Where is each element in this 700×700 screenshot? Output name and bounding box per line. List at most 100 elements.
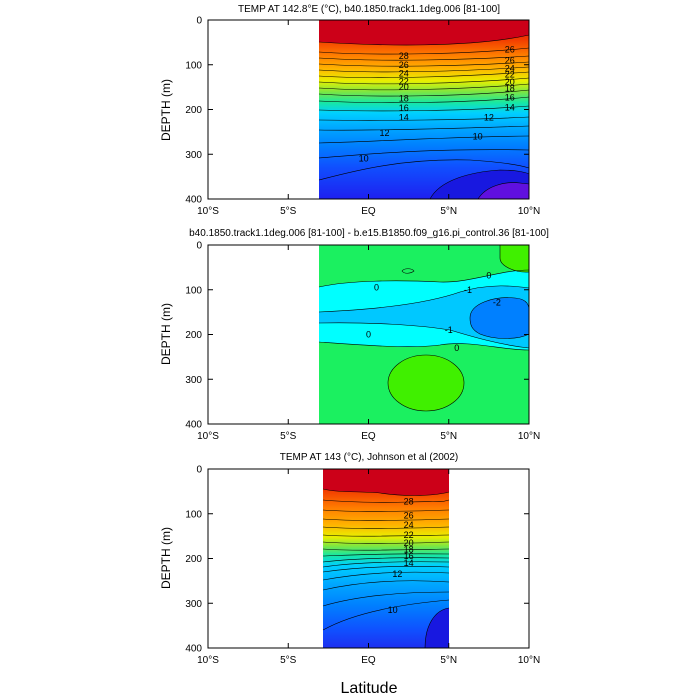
- y-tick-label: 0: [196, 16, 202, 27]
- panel2-contours: [318, 245, 530, 412]
- contour-label: 0: [454, 343, 459, 353]
- panel-model-temperature: TEMP AT 142.8°E (°C), b40.1850.track1.1d…: [159, 4, 540, 217]
- contour-label: 20: [404, 538, 414, 548]
- y-tick-label: 400: [185, 644, 202, 655]
- panel3-cold-core: [425, 608, 449, 648]
- contour-label: 24: [505, 63, 515, 73]
- contour-label: 28: [399, 51, 409, 61]
- contour-label: 26: [505, 55, 515, 65]
- y-tick-label: 0: [196, 241, 202, 252]
- x-tick-label: EQ: [361, 431, 376, 442]
- contour-label: 16: [505, 92, 515, 102]
- y-tick-label: 200: [185, 105, 202, 116]
- y-tick-label: 100: [185, 285, 202, 296]
- panel3-y-ticks: 0 100 200 300 400: [185, 465, 529, 655]
- panel-observed-temperature: TEMP AT 143 (°C), Johnson et al (2002): [159, 452, 540, 666]
- panel2-contour-labels: 0 -10-2-100: [366, 270, 501, 352]
- panel3-title: TEMP AT 143 (°C), Johnson et al (2002): [280, 452, 459, 463]
- x-tick-label: 10°S: [197, 431, 219, 442]
- contour-label: 0: [486, 270, 491, 280]
- panel2-mid-band: [319, 285, 529, 348]
- contour-label: 14: [505, 103, 515, 113]
- x-tick-label: EQ: [361, 206, 376, 217]
- contour-label: 18: [505, 83, 515, 93]
- panel2-x-ticks: 10°S 5°S EQ 5°N 10°N: [197, 245, 540, 442]
- y-tick-label: 200: [185, 554, 202, 565]
- contour-label: 24: [404, 520, 414, 530]
- contour-label: 26: [505, 45, 515, 55]
- contour-label: 0: [374, 283, 379, 293]
- panel3-contours: [322, 488, 450, 649]
- contour-label: 20: [505, 77, 515, 87]
- panel2-title: b40.1850.track1.1deg.006 [81-100] - b.e1…: [189, 228, 549, 239]
- panel2-y-ticks: 0 100 200 300 400: [185, 241, 529, 431]
- x-tick-label: 10°N: [518, 206, 540, 217]
- panel1-title: TEMP AT 142.8°E (°C), b40.1850.track1.1d…: [238, 4, 500, 15]
- y-tick-label: 400: [185, 420, 202, 431]
- y-tick-label: 200: [185, 330, 202, 341]
- panel1-y-ticks: 0 100 200 300 400: [185, 16, 529, 206]
- y-tick-label: 0: [196, 465, 202, 476]
- panel1-coldest-core: [478, 182, 529, 199]
- panel1-temperature-field: [319, 20, 529, 199]
- contour-label: 26: [399, 60, 409, 70]
- panel1-x-ticks: 10°S 5°S EQ 5°N 10°N: [197, 20, 540, 217]
- panel2-fill: 0 -10-2-100: [318, 245, 530, 424]
- panel2-positive-blob-surface: [500, 245, 529, 273]
- y-tick-label: 300: [185, 375, 202, 386]
- contour-label: 16: [404, 551, 414, 561]
- contour-label: 20: [399, 82, 409, 92]
- x-tick-label: 5°S: [280, 206, 297, 217]
- contour-label: 14: [404, 558, 414, 568]
- panel3-x-ticks: 10°S 5°S EQ 5°N 10°N: [197, 469, 540, 666]
- contour-label: 28: [404, 497, 414, 507]
- contour-label: 12: [392, 569, 402, 579]
- panel1-contours: [318, 34, 530, 200]
- x-tick-label: EQ: [361, 655, 376, 666]
- contour-label: -1: [464, 285, 472, 295]
- contour-label: 24: [399, 69, 409, 79]
- panel-temperature-difference: b40.1850.track1.1deg.006 [81-100] - b.e1…: [159, 228, 549, 442]
- y-tick-label: 100: [185, 60, 202, 71]
- contour-label: 16: [399, 103, 409, 113]
- contour-label: 22: [505, 70, 515, 80]
- contour-label: 10: [473, 131, 483, 141]
- x-tick-label: 5°N: [440, 206, 457, 217]
- x-tick-label: 10°N: [518, 655, 540, 666]
- x-tick-label: 5°S: [280, 655, 297, 666]
- contour-label: 14: [399, 113, 409, 123]
- panel1-ylabel: DEPTH (m): [159, 79, 173, 141]
- x-tick-label: 5°S: [280, 431, 297, 442]
- contour-label: 10: [388, 605, 398, 615]
- x-tick-label: 5°N: [440, 431, 457, 442]
- contour-label: -2: [493, 297, 501, 307]
- y-tick-label: 300: [185, 599, 202, 610]
- contour-label: -1: [445, 325, 453, 335]
- panel1-warm-pool: [319, 20, 529, 46]
- panel2-ylabel: DEPTH (m): [159, 303, 173, 365]
- y-tick-label: 300: [185, 150, 202, 161]
- contour-label: 10: [359, 154, 369, 164]
- panel3-warm-pool: [323, 469, 449, 496]
- contour-label: 18: [399, 93, 409, 103]
- contour-label: 22: [399, 76, 409, 86]
- y-tick-label: 100: [185, 509, 202, 520]
- x-tick-label: 10°S: [197, 206, 219, 217]
- x-axis-label: Latitude: [341, 680, 398, 697]
- x-tick-label: 10°S: [197, 655, 219, 666]
- contour-label: 12: [484, 113, 494, 123]
- contour-label: 0: [366, 330, 371, 340]
- x-tick-label: 5°N: [440, 655, 457, 666]
- panel2-negative-core: [470, 297, 529, 339]
- contour-label: 12: [380, 128, 390, 138]
- panel3-temperature-field: [323, 469, 449, 648]
- x-tick-label: 10°N: [518, 431, 540, 442]
- y-tick-label: 400: [185, 195, 202, 206]
- contour-label: 18: [404, 545, 414, 555]
- panel2-positive-blob-deep: [388, 355, 464, 411]
